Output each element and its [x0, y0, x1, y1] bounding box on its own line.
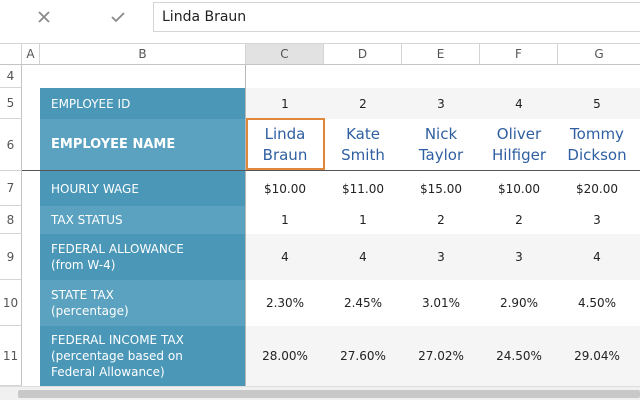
first-name: Kate	[346, 125, 380, 143]
row-header-9[interactable]: 9	[0, 234, 22, 280]
label-text: FEDERAL INCOME TAX	[51, 333, 184, 347]
label-text: FEDERAL ALLOWANCE	[51, 242, 184, 256]
formula-input[interactable]: Linda Braun	[153, 2, 640, 32]
cell-hourly-wage[interactable]: $10.00	[264, 181, 306, 196]
label-tax-status[interactable]: TAX STATUS	[40, 206, 245, 234]
cell-federal-allowance[interactable]: 4	[281, 250, 289, 264]
label-subtext: Federal Allowance)	[51, 365, 165, 379]
cell-hourly-wage[interactable]: $15.00	[420, 181, 462, 196]
cell-federal-allowance[interactable]: 3	[437, 250, 445, 264]
cell-employee-name[interactable]: Linda Braun	[246, 119, 324, 171]
label-text: EMPLOYEE ID	[51, 96, 131, 111]
row-stripe	[246, 234, 640, 280]
label-employee-name[interactable]: EMPLOYEE NAME	[40, 119, 245, 171]
row-header-4[interactable]: 4	[0, 65, 22, 88]
cell-employee-id[interactable]: 2	[359, 96, 367, 111]
cell-tax-status[interactable]: 3	[593, 213, 601, 227]
last-name: Braun	[262, 146, 308, 164]
label-text: STATE TAX	[51, 288, 114, 302]
label-employee-id[interactable]: EMPLOYEE ID	[40, 88, 245, 119]
cell-federal-income-tax[interactable]: 27.60%	[340, 349, 386, 363]
cell-federal-allowance[interactable]: 4	[359, 250, 367, 264]
column-header-f[interactable]: F	[480, 43, 558, 65]
cell-federal-income-tax[interactable]: 24.50%	[496, 349, 542, 363]
cell-employee-id[interactable]: 3	[437, 96, 445, 111]
cell-tax-status[interactable]: 1	[359, 213, 367, 227]
label-subtext: (percentage based on	[51, 349, 183, 363]
cell-hourly-wage[interactable]: $20.00	[576, 181, 618, 196]
first-name: Linda	[264, 125, 306, 143]
cell-state-tax[interactable]: 2.90%	[499, 296, 539, 310]
cancel-edit-button[interactable]	[24, 0, 64, 34]
label-text: TAX STATUS	[51, 213, 123, 227]
column-header-g[interactable]: G	[558, 43, 640, 65]
row-header-6[interactable]: 6	[0, 119, 22, 171]
formula-bar: Linda Braun	[0, 0, 640, 40]
cell-state-tax[interactable]: 2.45%	[343, 296, 383, 310]
cell-state-tax[interactable]: 3.01%	[421, 296, 461, 310]
first-name: Tommy	[570, 125, 624, 143]
frozen-row-divider	[22, 170, 640, 171]
row-header-11[interactable]: 11	[0, 326, 22, 386]
label-federal-income-tax[interactable]: FEDERAL INCOME TAX (percentage based on …	[40, 326, 245, 386]
last-name: Taylor	[418, 146, 464, 164]
row-header-5[interactable]: 5	[0, 88, 22, 119]
cell-state-tax[interactable]: 4.50%	[577, 296, 617, 310]
label-federal-allowance[interactable]: FEDERAL ALLOWANCE (from W-4)	[40, 234, 245, 280]
last-name: Smith	[341, 146, 385, 164]
cell-tax-status[interactable]: 2	[515, 213, 523, 227]
cell-employee-id[interactable]: 4	[515, 96, 523, 111]
label-subtext: (from W-4)	[51, 258, 116, 272]
cell-tax-status[interactable]: 1	[281, 213, 289, 227]
row-stripe	[246, 88, 640, 119]
column-header-d[interactable]: D	[324, 43, 402, 65]
cell-employee-name[interactable]: Oliver Hilfiger	[480, 119, 558, 171]
column-header-c[interactable]: C	[246, 43, 324, 65]
horizontal-scrollbar[interactable]	[0, 386, 640, 400]
last-name: Dickson	[567, 146, 627, 164]
column-header-a[interactable]: A	[22, 43, 40, 65]
cell-federal-income-tax[interactable]: 28.00%	[262, 349, 308, 363]
cell-hourly-wage[interactable]: $10.00	[498, 181, 540, 196]
cell-employee-id[interactable]: 1	[281, 96, 289, 111]
label-subtext: (percentage)	[51, 304, 129, 318]
cell-hourly-wage[interactable]: $11.00	[342, 181, 384, 196]
label-text: HOURLY WAGE	[51, 181, 139, 196]
row-header-10[interactable]: 10	[0, 280, 22, 326]
cell-federal-income-tax[interactable]: 29.04%	[574, 349, 620, 363]
cell-employee-id[interactable]: 5	[593, 96, 601, 111]
cell-federal-allowance[interactable]: 4	[593, 250, 601, 264]
frozen-column-divider	[245, 65, 246, 386]
cell-employee-name[interactable]: Nick Taylor	[402, 119, 480, 171]
cell-state-tax[interactable]: 2.30%	[265, 296, 305, 310]
active-cell-outline	[246, 118, 325, 170]
column-header-e[interactable]: E	[402, 43, 480, 65]
cell-employee-name[interactable]: Kate Smith	[324, 119, 402, 171]
select-all-corner[interactable]	[0, 43, 22, 65]
label-hourly-wage[interactable]: HOURLY WAGE	[40, 171, 245, 206]
first-name: Nick	[424, 125, 458, 143]
checkmark-icon	[111, 12, 125, 23]
cell-federal-income-tax[interactable]: 27.02%	[418, 349, 464, 363]
row-header-8[interactable]: 8	[0, 206, 22, 234]
confirm-edit-button[interactable]	[98, 0, 138, 34]
row-stripe	[246, 326, 640, 386]
close-icon	[38, 11, 50, 23]
last-name: Hilfiger	[492, 146, 546, 164]
label-state-tax[interactable]: STATE TAX (percentage)	[40, 280, 245, 326]
label-text: EMPLOYEE NAME	[51, 137, 176, 152]
scrollbar-thumb[interactable]	[18, 390, 640, 398]
row-header-7[interactable]: 7	[0, 171, 22, 206]
first-name: Oliver	[496, 125, 542, 143]
cell-employee-name[interactable]: Tommy Dickson	[558, 119, 636, 171]
column-header-b[interactable]: B	[40, 43, 246, 65]
cell-tax-status[interactable]: 2	[437, 213, 445, 227]
cell-federal-allowance[interactable]: 3	[515, 250, 523, 264]
